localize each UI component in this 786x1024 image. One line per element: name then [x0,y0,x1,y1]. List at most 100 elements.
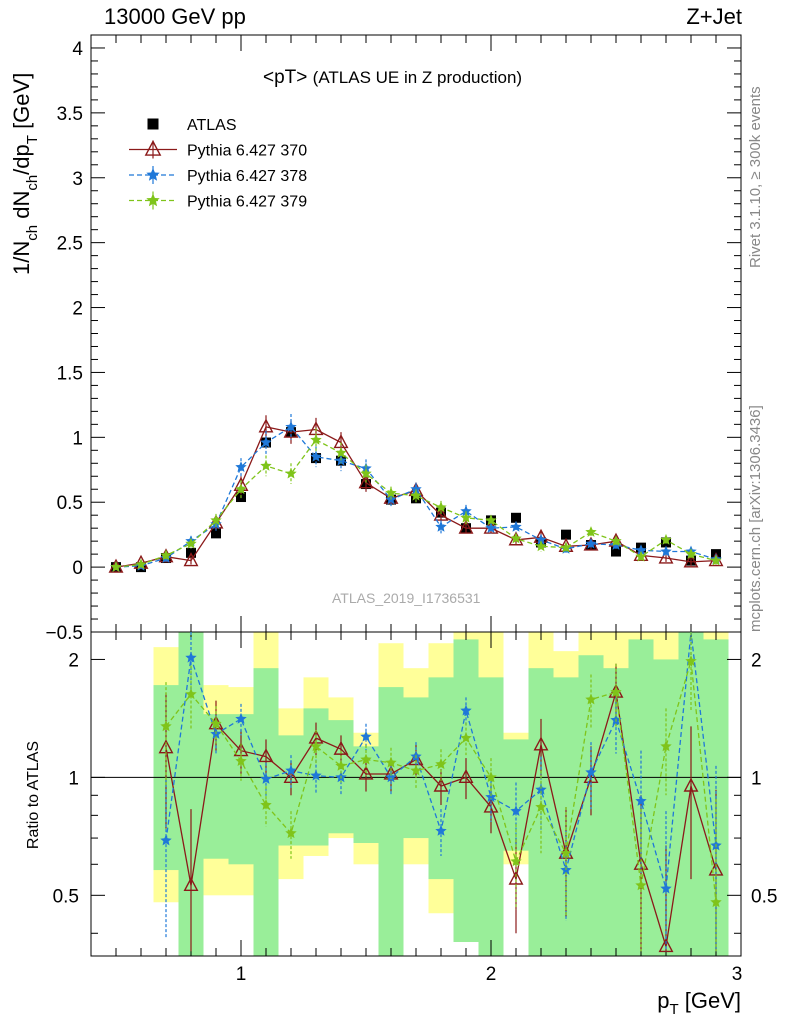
series-3-point [585,526,597,537]
series-2-point [585,537,597,549]
series-2-point [260,436,272,448]
series-3-point [260,459,272,471]
series-3-point [460,511,472,523]
ratio-series-1-point [635,795,647,806]
series-3-point [685,548,697,559]
ratio-series-2-point [360,753,372,765]
ratio-ytick-label: 2 [68,650,79,671]
ratio-series-1-point [160,834,172,846]
ratio-series-2-point [660,740,672,752]
ratio-ytick-label-right: 0.5 [751,886,777,907]
ratio-series-2-point [235,755,247,766]
series-0-point [611,546,621,557]
ratio-xtick-label: 2 [486,964,497,985]
ratio-series-1-point [435,824,447,836]
series-3-point [410,489,422,501]
legend: ATLAS Pythia 6.427 370 Pythia 6.427 378 Pyt… [129,117,307,211]
header-energy-label: 13000 GeV pp [104,4,246,29]
ratio-series-0-point [333,740,349,755]
series-2-point [210,518,222,530]
main-ytick-label: 0 [72,558,83,579]
series-2-point [660,545,672,557]
main-ylabel: 1/Nch dNch/dpT [GeV] [9,73,41,275]
series-3-point [360,467,372,479]
main-ylabel-part: /dp [9,144,34,175]
ratio-series-1-point [585,766,597,778]
main-ytick-label: 2.5 [57,234,83,255]
ratio-series-2-point [685,655,697,666]
main-ylabel-part: ch [24,175,41,191]
chart-title-main: <pT> [263,67,308,88]
ratio-series-2-point [260,799,272,810]
series-3-point [110,561,122,572]
xlabel-part: T [669,1001,678,1018]
ratio-ytick-label: 0.5 [53,886,79,907]
series-3-point [335,446,347,458]
legend-marker-1 [144,140,162,156]
series-3-point [535,540,547,552]
ratio-series-2-point [435,758,447,770]
chart-title-sub: (ATLAS UE in Z production) [312,68,523,87]
ratio-series-1-point [260,773,272,784]
main-ylabel-part: T [24,135,41,144]
series-3-line [115,439,717,568]
series-3-point [660,533,672,545]
band-green-9 [378,687,404,956]
series-3-point [185,537,197,549]
main-ytick-label: 3.5 [57,104,83,125]
main-ytick-label: 3 [72,169,83,190]
series-1-point [458,519,474,534]
ratio-ytick-label: 1 [68,768,79,789]
series-2-point [635,544,647,556]
ratio-series-1-point [185,651,197,663]
main-plot-frame: −0.5 0 0.5 1 1.5 2 2.5 3 3.5 4 [45,34,742,644]
ratio-series-2-point [560,847,572,859]
ratio-series-1-point [485,791,497,803]
ratio-series-1-point [235,712,247,724]
ratio-series-0-point [258,748,274,763]
ratio-series-0-point [508,870,524,885]
series-0-point [561,529,571,540]
ratio-ylabel: Ratio to ATLAS [25,741,42,849]
main-ytick-label: 4 [72,39,83,60]
xlabel-part: [GeV] [679,988,741,1013]
ratio-series-1-point [510,805,522,816]
ratio-series-2-point [535,801,547,812]
series-2-point [510,520,522,532]
series-3-point [610,535,622,546]
ratio-ytick-label-right: 2 [751,650,762,671]
series-3-point [635,550,647,562]
series-2-point [235,461,247,472]
ratio-plot-series [158,631,724,953]
ratio-series-1-point [460,704,472,716]
series-2-point [485,522,497,533]
series-0-point [211,528,221,539]
main-ylabel-part: ch [24,225,41,241]
main-ytick-label: 1.5 [57,363,83,384]
ratio-series-2-point [210,717,222,729]
series-3-point [310,433,322,445]
ratio-series-0-point [533,736,549,751]
series-3-point [235,483,247,495]
series-1-point [358,474,374,489]
series-2-point [410,483,422,495]
ratio-series-2-point [410,764,422,776]
series-2-point [535,533,547,545]
ratio-series-1-point [310,769,322,781]
legend-marker-2 [146,168,160,181]
ratio-series-0-point [458,768,474,783]
series-3-point [510,532,522,544]
ratio-series-2-point [285,827,297,839]
ratio-series-0-point [658,938,674,953]
series-3-point [210,514,222,526]
ratio-series-2-point [310,740,322,752]
main-ylabel-part: [GeV] [9,73,34,135]
ratio-series-1-point [285,764,297,776]
ratio-ytick-label-right: 1 [751,768,762,789]
ratio-series-0-point [683,777,699,792]
series-3-point [385,487,397,498]
series-1-point [658,549,674,564]
legend-label-1: Pythia 6.427 370 [187,143,307,160]
series-3-point [435,501,447,513]
ratio-series-0-point [433,777,449,792]
